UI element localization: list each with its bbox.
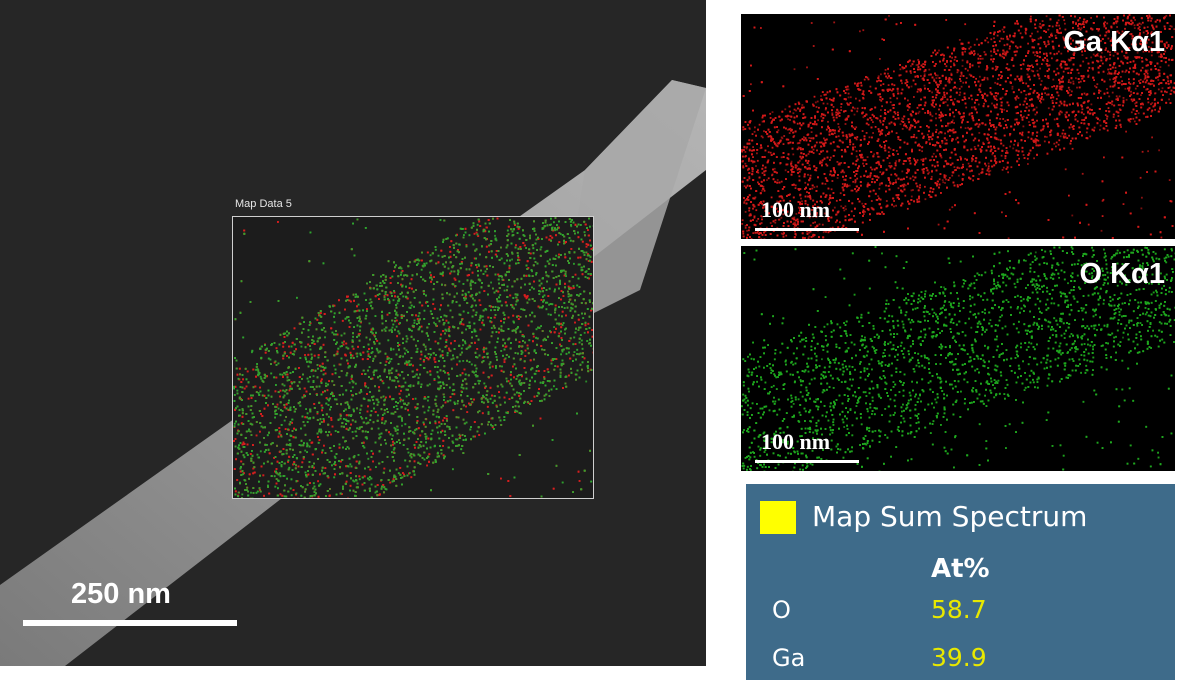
o-scale-bar [755,460,859,463]
o-map-canvas [741,246,1175,471]
element-value-o: 58.7 [931,595,987,624]
sem-image-canvas [0,80,706,666]
ga-scale-bar [755,228,859,231]
eds-overlay [233,217,593,498]
ga-map-label: Ga Kα1 [1063,26,1165,59]
map-data-label: Map Data 5 [235,198,292,210]
scale-bar-label: 250 nm [71,578,171,611]
spectrum-panel: Map Sum Spectrum At% O 58.7 Ga 39.9 [746,484,1175,680]
o-scale-label: 100 nm [761,429,830,455]
spectrum-color-swatch [760,501,796,534]
ga-map-canvas [741,14,1175,239]
o-map-label: O Kα1 [1079,258,1165,291]
element-value-ga: 39.9 [931,643,987,672]
element-name-ga: Ga [772,644,805,672]
nanowire-tip [560,80,706,330]
map-region [233,217,593,498]
element-name-o: O [772,596,791,624]
o-map-panel: O Kα1 100 nm [741,246,1175,471]
ga-scale-label: 100 nm [761,197,830,223]
at-percent-header: At% [931,554,990,584]
sem-image: Map Data 5 250 nm [0,0,706,666]
scale-bar [23,620,237,626]
ga-map-panel: Ga Kα1 100 nm [741,14,1175,239]
map-region-box [232,216,594,499]
spectrum-title: Map Sum Spectrum [812,500,1087,533]
